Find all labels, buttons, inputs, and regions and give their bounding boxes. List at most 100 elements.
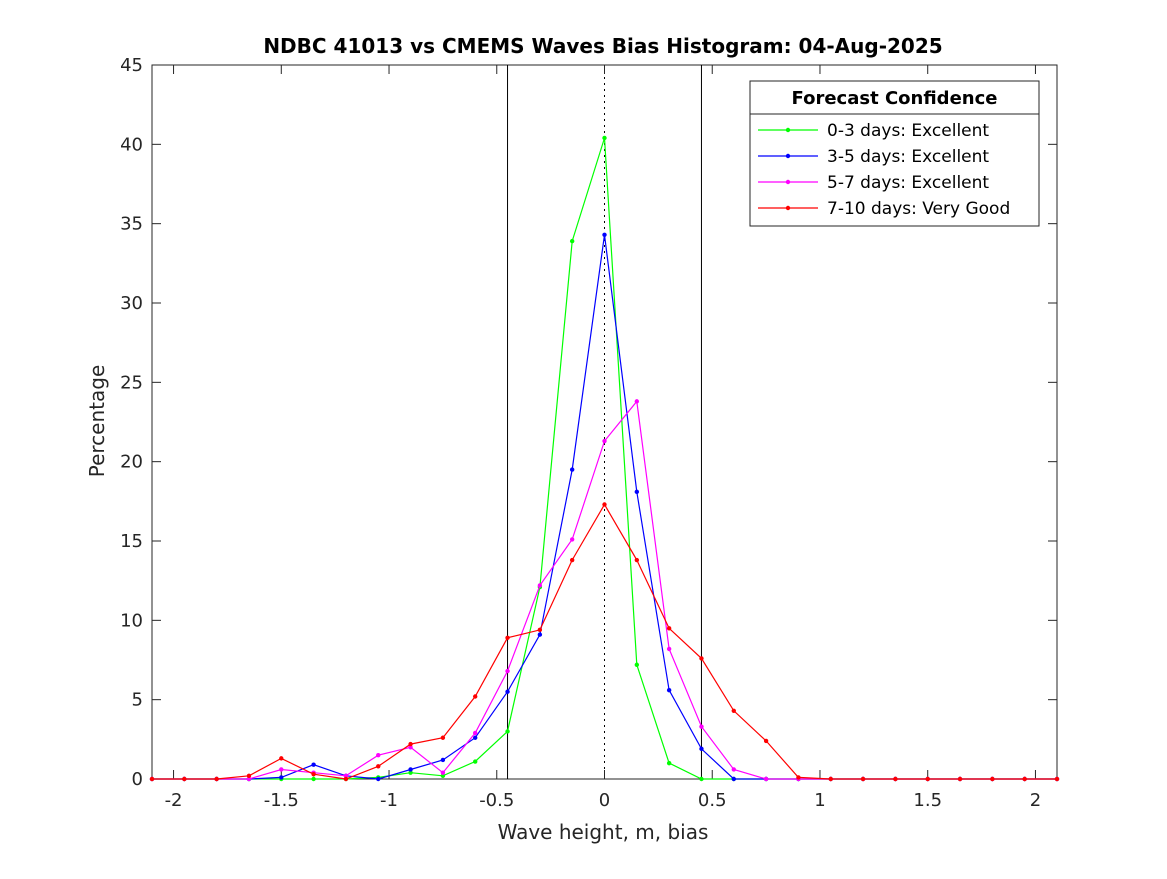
- data-point: [505, 668, 510, 674]
- data-point: [860, 776, 866, 782]
- data-point: [602, 232, 607, 237]
- legend-entry-1: 0-3 days: Excellent: [758, 121, 989, 141]
- data-point: [634, 399, 640, 404]
- data-point: [569, 467, 575, 472]
- data-point: [408, 770, 413, 775]
- data-point: [440, 773, 446, 779]
- data-point: [1054, 776, 1060, 782]
- x-tick-label: 2: [1030, 790, 1041, 811]
- y-tick-label: 25: [120, 372, 143, 393]
- legend-title: Forecast Confidence: [792, 88, 998, 109]
- data-point: [473, 694, 478, 699]
- y-tick-label: 35: [120, 214, 143, 235]
- data-point: [634, 489, 640, 495]
- y-tick-label: 30: [120, 293, 143, 314]
- data-point: [602, 438, 607, 444]
- data-point: [1022, 776, 1027, 782]
- data-point: [311, 772, 316, 777]
- data-point: [376, 776, 381, 782]
- data-point: [699, 776, 704, 782]
- data-point: [473, 730, 478, 736]
- data-point: [440, 757, 446, 763]
- y-tick-label: 15: [120, 531, 143, 552]
- legend-entry-3: 5-7 days: Excellent: [758, 173, 989, 193]
- data-point: [699, 724, 704, 729]
- legend-label: 5-7 days: Excellent: [827, 173, 989, 193]
- data-point: [990, 776, 995, 782]
- data-point: [376, 764, 381, 769]
- data-point: [828, 776, 833, 782]
- data-point: [569, 557, 575, 563]
- legend-marker: [785, 153, 791, 159]
- data-point: [957, 776, 963, 782]
- data-point: [408, 745, 413, 750]
- data-point: [279, 756, 284, 761]
- data-point: [214, 776, 219, 782]
- data-point: [666, 626, 672, 631]
- data-point: [569, 238, 575, 244]
- x-tick-label: -2: [165, 790, 183, 811]
- legend-entry-4: 7-10 days: Very Good: [758, 199, 1010, 219]
- data-point: [699, 746, 704, 752]
- data-point: [505, 689, 510, 694]
- chart-title: NDBC 41013 vs CMEMS Waves Bias Histogram…: [263, 34, 942, 58]
- data-point: [246, 773, 252, 779]
- data-point: [311, 776, 316, 782]
- data-point: [149, 776, 155, 782]
- legend-marker: [785, 205, 791, 211]
- data-point: [731, 708, 736, 713]
- x-tick-label: -1: [380, 790, 398, 811]
- data-point: [408, 767, 413, 772]
- x-tick-label: -1.5: [264, 790, 299, 811]
- data-point: [376, 753, 381, 758]
- data-point: [634, 662, 640, 667]
- series-4: [149, 502, 1060, 782]
- data-point: [666, 646, 672, 652]
- legend-marker: [785, 127, 791, 133]
- x-tick-label: 0.5: [698, 790, 727, 811]
- data-point: [343, 773, 349, 779]
- y-tick-label: 45: [120, 55, 143, 76]
- data-point: [731, 767, 736, 772]
- data-point: [893, 776, 898, 782]
- legend-marker: [785, 179, 791, 185]
- y-tick-label: 10: [120, 610, 143, 631]
- data-point: [473, 735, 478, 740]
- data-point: [505, 729, 510, 734]
- data-point: [731, 776, 736, 782]
- x-axis-label: Wave height, m, bias: [498, 820, 709, 844]
- y-tick-label: 0: [132, 769, 143, 790]
- data-point: [408, 741, 413, 747]
- data-point: [343, 776, 349, 782]
- data-point: [537, 627, 543, 633]
- legend-box: [749, 80, 1040, 227]
- y-tick-label: 20: [120, 452, 143, 473]
- data-point: [925, 776, 930, 782]
- data-point: [634, 557, 640, 563]
- data-point: [537, 632, 543, 637]
- data-point: [279, 767, 284, 772]
- data-point: [763, 776, 769, 782]
- legend-label: 3-5 days: Excellent: [827, 147, 989, 167]
- data-point: [440, 735, 446, 740]
- legend: Forecast Confidence 0-3 days: Excellent 3-…: [749, 80, 1040, 227]
- data-point: [602, 502, 607, 507]
- x-tick-label: -0.5: [479, 790, 514, 811]
- x-tick-label: 1: [814, 790, 825, 811]
- x-tick-label: 0: [599, 790, 610, 811]
- data-point: [440, 770, 446, 775]
- legend-label: 0-3 days: Excellent: [827, 121, 989, 141]
- data-point: [763, 738, 769, 744]
- data-point: [279, 775, 284, 780]
- data-point: [246, 776, 252, 782]
- data-point: [699, 656, 704, 661]
- legend-label: 7-10 days: Very Good: [827, 199, 1010, 219]
- series-layer: [149, 135, 1060, 782]
- data-point: [473, 759, 478, 764]
- y-tick-label: 40: [120, 134, 143, 155]
- data-point: [796, 775, 801, 780]
- data-point: [666, 760, 672, 766]
- y-axis-label: Percentage: [85, 365, 109, 478]
